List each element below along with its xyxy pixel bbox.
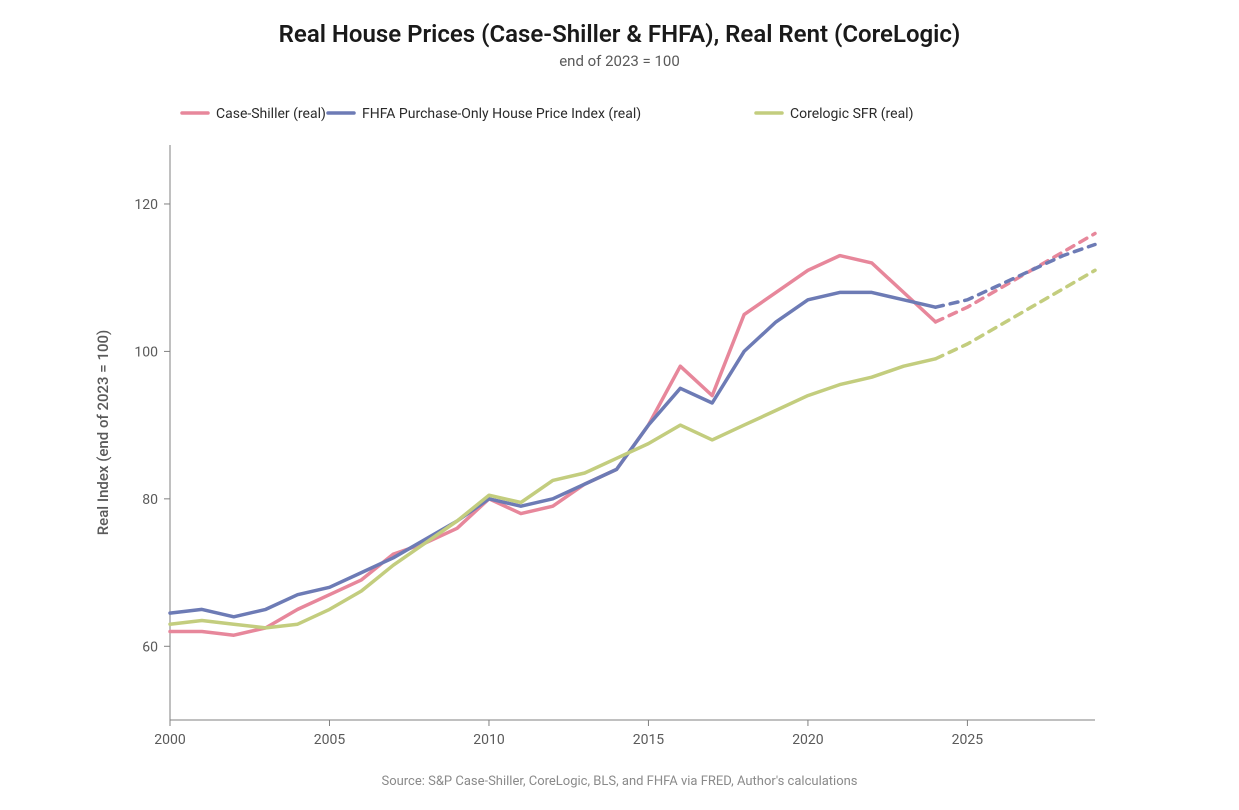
house-price-chart: Real House Prices (Case-Shiller & FHFA),… [0, 0, 1239, 810]
legend-label: Case-Shiller (real) [216, 106, 326, 122]
legend-label: FHFA Purchase-Only House Price Index (re… [362, 106, 641, 122]
chart-title: Real House Prices (Case-Shiller & FHFA),… [279, 20, 961, 48]
legend-label: Corelogic SFR (real) [790, 106, 913, 122]
x-tick-label: 2025 [952, 732, 984, 748]
y-tick-label: 80 [142, 492, 158, 508]
y-tick-label: 100 [134, 344, 158, 360]
source-text: Source: S&P Case-Shiller, CoreLogic, BLS… [381, 774, 857, 789]
y-tick-label: 120 [134, 197, 158, 213]
x-tick-label: 2005 [314, 732, 346, 748]
x-tick-label: 2015 [633, 732, 665, 748]
y-tick-label: 60 [142, 639, 158, 655]
y-axis-title: Real Index (end of 2023 = 100) [94, 330, 112, 536]
chart-legend: Case-Shiller (real) FHFA Purchase-Only Ho… [182, 106, 913, 122]
chart-svg: Real House Prices (Case-Shiller & FHFA),… [0, 0, 1239, 810]
x-tick-label: 2010 [473, 732, 505, 748]
chart-subtitle: end of 2023 = 100 [559, 52, 680, 70]
x-tick-label: 2020 [792, 732, 824, 748]
x-tick-label: 2000 [154, 732, 186, 748]
